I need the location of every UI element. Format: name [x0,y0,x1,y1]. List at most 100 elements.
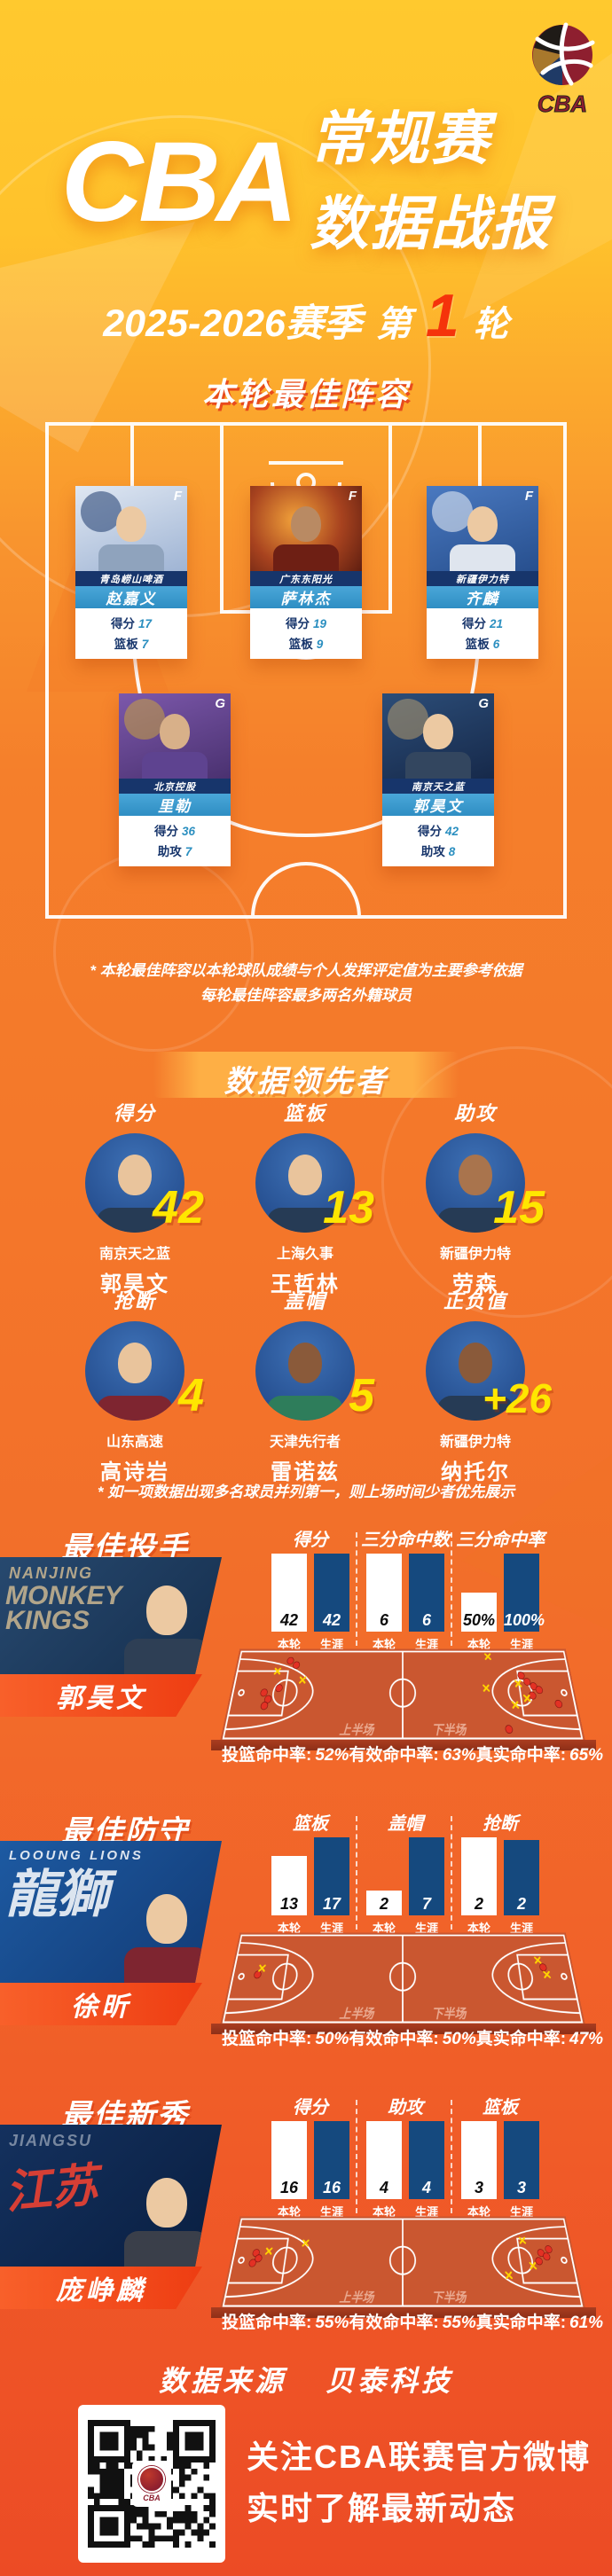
leader-name: 高诗岩 [100,1460,169,1484]
shooter-shot-chart: 上半场 下半场 [211,1628,596,1754]
career-label: 生涯 [414,1922,438,1935]
stat-career-value: 7 [421,1895,431,1913]
cba-logo-ball: CBA [532,22,595,118]
leader-item: 助攻 15 新疆伊力特 劳森 [396,1098,555,1297]
defender-photo [122,1894,211,1983]
team-logo-hint [81,491,122,532]
rookie-player-name: 庞峥麟 [0,2267,202,2309]
leader-value: 15 [493,1182,545,1233]
leader-item: 抢断 4 山东高速 高诗岩 [55,1286,215,1485]
career-label: 生涯 [509,1922,533,1935]
leader-name: 郭昊文 [100,1272,169,1296]
shooter-team-logo-text2: MONKEYKINGS [5,1581,122,1635]
stat-round-value: 4 [379,2179,388,2196]
second-half-label: 下半场 [431,1723,467,1738]
second-half-label: 下半场 [431,2290,467,2306]
career-label: 生涯 [319,1638,343,1651]
rookie-photo [122,2178,211,2267]
round-suffix: 轮 [473,305,509,344]
court-front-face [211,2024,596,2034]
team-logo-hint [124,699,165,740]
stat-group-label: 得分 [293,2098,328,2118]
court-front-face [211,1740,596,1750]
shooter-team-panel: NANJING MONKEYKINGS [0,1557,222,1674]
defender-player-name: 徐昕 [0,1983,202,2025]
round-label: 本轮 [467,2205,490,2219]
cba-logo-text: CBA [537,90,587,117]
defender-stat-group: 盖帽 2 7 本轮 生涯 [356,1814,444,1935]
stat-group-label: 篮板 [483,2098,518,2118]
career-label: 生涯 [509,1638,533,1651]
stat-line: 助攻 7 [157,845,192,858]
leader-category: 助攻 [453,1102,497,1124]
round-label: 本轮 [372,2205,396,2219]
leader-name: 劳森 [452,1272,498,1296]
lineup-player-card: G 北京控股 里勒 得分 36 助攻 7 [119,693,231,866]
player-name: 里勒 [119,794,231,816]
team-logo-hint [432,491,473,532]
qr-center-logo: CBA [132,2461,171,2507]
title-line2: 数据战报 [310,191,552,256]
title-line1: 常规赛 [310,106,491,171]
leader-name: 雷诺兹 [271,1460,340,1484]
round-prefix: 第 [375,305,412,344]
lineup-player-card: F 新疆伊力特 齐麟 得分 21 篮板 6 [427,486,538,659]
career-label: 生涯 [319,1922,343,1935]
leader-value: +26 [482,1375,552,1421]
leader-name: 纳托尔 [441,1460,510,1484]
leader-category: 得分 [113,1102,156,1124]
shooter-photo [122,1586,211,1674]
defender-percentages: 投篮命中率: 50% 有效命中率: 50% 真实命中率: 47% [222,2025,603,2049]
team-name: 广东东阳光 [250,571,362,586]
leaders-title-band [153,1052,459,1098]
leader-team: 天津先行者 [269,1435,341,1450]
basketball-icon [138,2465,165,2493]
leader-avatar: 15 [426,1133,545,1233]
defender-stat-group: 抢断 2 2 本轮 生涯 [451,1814,539,1935]
rookie-team-panel: JIANGSU 江苏 [0,2125,222,2267]
position-badge: F [348,489,357,504]
footer-line-2: 实时了解最新动态 [247,2490,517,2526]
cba-logo: CBA [525,16,600,121]
stat-group-label: 篮板 [293,1814,328,1834]
stat-group-label: 助攻 [388,2098,423,2118]
stat-round-value: 6 [379,1611,388,1629]
shooter-stat-group: 三分命中数 6 6 本轮 生涯 [356,1531,450,1651]
stat-group-label: 盖帽 [388,1814,423,1834]
stat-round-value: 3 [474,2179,483,2196]
stat-line: 助攻 8 [420,845,456,858]
season-label: 2025-2026赛季 [103,302,362,345]
pct-item: 真实命中率: 61% [475,2314,604,2332]
leader-avatar: 4 [85,1321,204,1421]
rookie-stat-group: 得分 16 16 本轮 生涯 [271,2098,349,2219]
stat-round-value: 2 [379,1895,388,1913]
first-half-label: 上半场 [339,2007,375,2022]
career-label: 生涯 [414,2205,438,2219]
position-badge: F [524,489,533,504]
leader-item: 正负值 +26 新疆伊力特 纳托尔 [396,1286,555,1485]
stat-career-value: 2 [516,1895,526,1913]
leader-category: 抢断 [113,1290,156,1312]
stat-career-value: 3 [516,2179,526,2196]
leaders-footnote: * 如一项数据出现多名球员并列第一，则上场时间少者优先展示 [97,1484,515,1500]
team-name: 南京天之蓝 [382,779,494,794]
defender-stat-group: 篮板 13 17 本轮 生涯 [271,1814,349,1935]
player-photo [382,714,494,779]
pct-item: 投篮命中率: 52% [222,1746,349,1765]
poster-title: CBA 常规赛 数据战报 [0,96,612,270]
pct-item: 有效命中率: 55% [349,2314,476,2332]
pct-item: 真实命中率: 65% [475,1746,604,1765]
stat-line: 得分 17 [110,617,153,630]
leaders-section-title: 数据领先者 [224,1065,388,1099]
stat-group-label: 得分 [293,1531,328,1550]
lineup-footnote-2: 每轮最佳阵容最多两名外籍球员 [200,987,412,1004]
round-label: 本轮 [372,1638,396,1651]
rookie-team-logo-text: JIANGSU [9,2132,93,2149]
team-name: 青岛崂山啤酒 [75,571,187,586]
stat-round-value: 13 [279,1895,299,1913]
leader-value: 4 [178,1370,204,1421]
lineup-player-card: F 广东东阳光 萨林杰 得分 19 篮板 9 [250,486,362,659]
player-photo [75,506,187,571]
stat-round-value: 16 [279,2179,299,2196]
pct-item: 有效命中率: 63% [349,1746,476,1765]
